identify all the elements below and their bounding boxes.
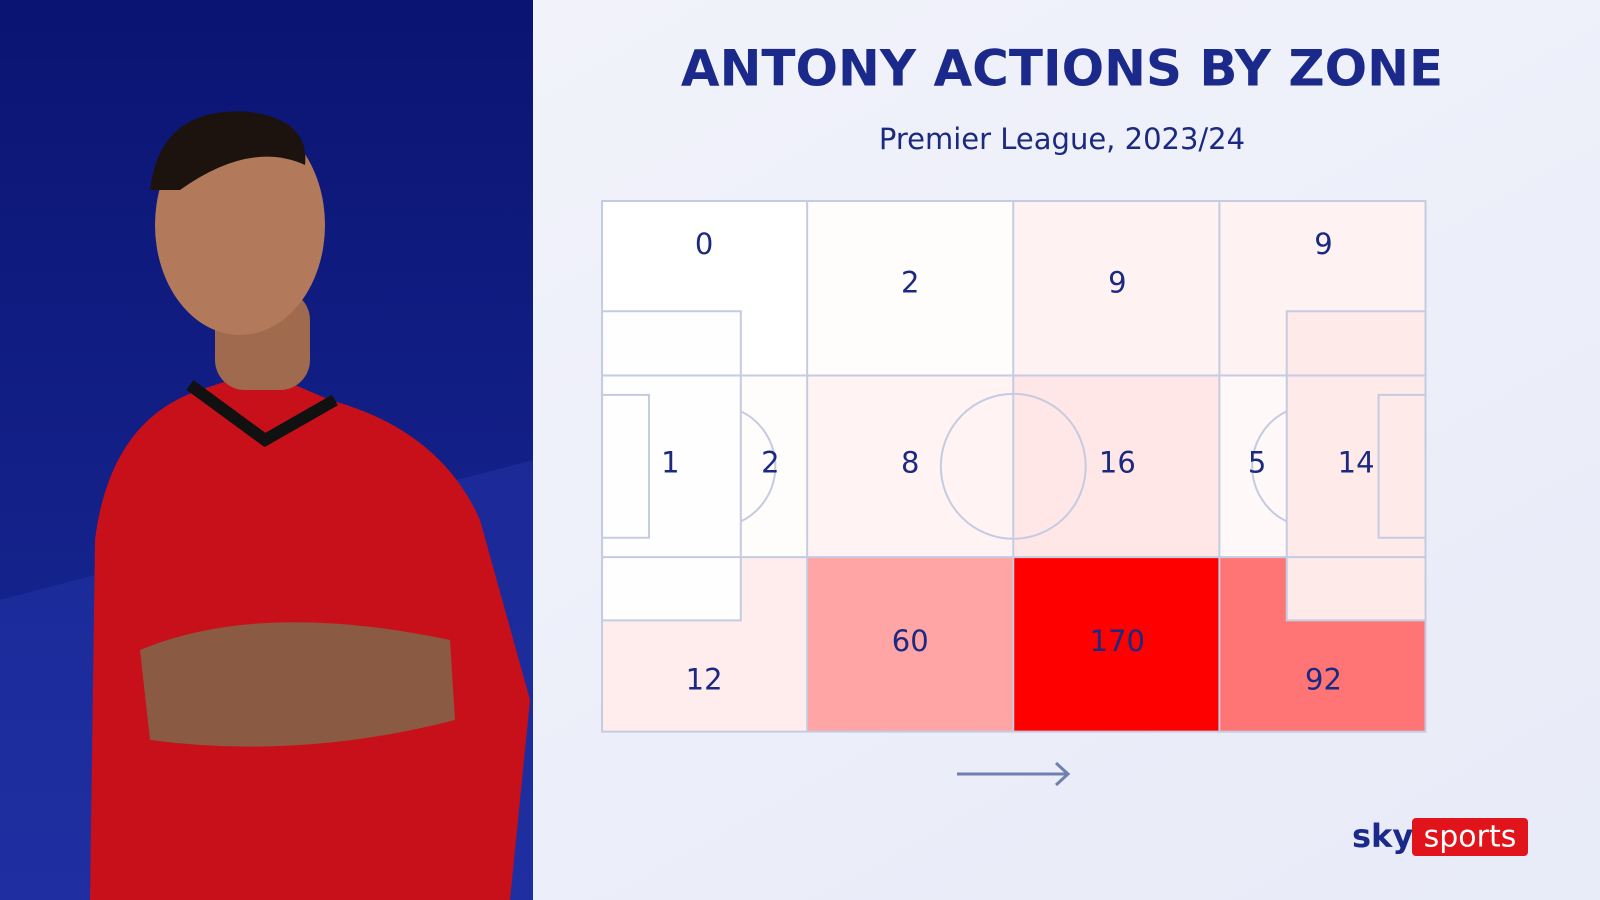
player-photo [90, 111, 530, 900]
logo: sky sports [1352, 817, 1528, 856]
zone-value: 14 [1338, 445, 1375, 479]
zone-value: 2 [761, 445, 779, 479]
zone [1013, 375, 1220, 558]
zone [602, 201, 808, 376]
six-yard-box [1377, 393, 1427, 539]
zone-value: 5 [1248, 445, 1266, 479]
hair [150, 111, 306, 190]
pitch-markings [601, 200, 1427, 733]
six-yard-box [601, 393, 650, 539]
penalty-arc [740, 410, 777, 523]
zone [1219, 201, 1426, 376]
centre-circle [939, 392, 1087, 540]
penalty-box [1285, 310, 1427, 622]
collar [186, 380, 338, 448]
pitch-zones [602, 201, 1426, 732]
logo-sports: sports [1424, 820, 1517, 855]
zone [740, 375, 808, 558]
zone [1219, 557, 1426, 732]
zone-value: 0 [695, 227, 713, 261]
subtitle: Premier League, 2023/24 [879, 122, 1245, 156]
zone-value: 1 [661, 445, 679, 479]
zone-value: 8 [901, 445, 919, 479]
logo-sky: sky [1352, 817, 1413, 855]
zone-value: 9 [1314, 227, 1332, 261]
penalty-arc [1251, 410, 1288, 523]
direction-arrow [957, 761, 1071, 787]
zone [1013, 557, 1220, 732]
zone [602, 311, 741, 621]
zone [807, 375, 1014, 558]
logo-box [1412, 818, 1528, 856]
arms [140, 622, 455, 747]
zone-value: 9 [1108, 266, 1126, 300]
zone-value: 12 [686, 663, 723, 697]
zone-value: 60 [892, 624, 929, 658]
zone [807, 201, 1014, 376]
zone-value: 2 [901, 266, 919, 300]
zone-value: 16 [1099, 445, 1136, 479]
zone [1013, 201, 1220, 376]
zone-value: 170 [1090, 624, 1145, 658]
zone [1286, 311, 1426, 621]
title: ANTONY ACTIONS BY ZONE [681, 40, 1443, 98]
zone-value: 92 [1305, 663, 1342, 697]
zone [602, 557, 808, 732]
zone [807, 557, 1014, 732]
arrow-head [1054, 761, 1071, 787]
